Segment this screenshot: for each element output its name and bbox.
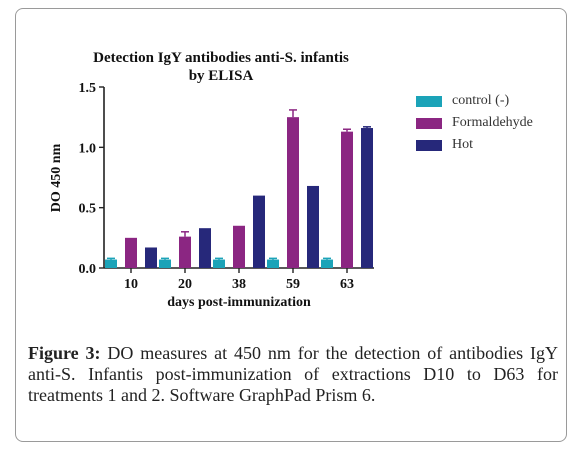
legend-item: Formaldehyde [416,112,533,134]
x-tick-label: 10 [124,277,138,292]
bar [253,195,265,268]
bar [105,259,117,268]
figure-caption: Figure 3: DO measures at 450 nm for the … [28,343,558,406]
x-tick-label: 20 [178,277,192,292]
bar [125,237,137,268]
bar [179,236,191,268]
legend-label: Formaldehyde [452,115,533,130]
bar [233,225,245,268]
legend: control (-) Formaldehyde Hot [416,90,533,156]
bar [159,259,171,268]
legend-label: Hot [452,137,473,152]
legend-label: control (-) [452,93,510,108]
bar [199,228,211,268]
axes: 0.0 0.5 1.0 1.5 10 20 38 59 63 [79,81,374,292]
y-tick-label: 1.5 [79,81,97,96]
bar [361,128,373,268]
bars-group [105,109,373,269]
legend-swatch [416,95,442,107]
bar [341,131,353,268]
x-tick-label: 63 [340,277,354,292]
caption-text: DO measures at 450 nm for the detection … [28,343,558,405]
y-axis-label: DO 450 nm [49,143,64,212]
bar [307,185,319,268]
bar [267,259,279,268]
y-tick-label: 0.5 [79,202,97,217]
y-tick-label: 1.0 [79,141,97,156]
x-tick-label: 38 [232,277,246,292]
chart-title: Detection IgY antibodies anti-S. infanti… [93,50,349,66]
bar [321,259,333,268]
caption-label: Figure 3: [28,343,101,363]
chart-subtitle: by ELISA [189,68,254,84]
legend-item: Hot [416,134,533,156]
bar [145,247,157,268]
legend-swatch [416,117,442,129]
x-axis-label: days post-immunization [167,295,311,310]
legend-swatch [416,139,442,151]
y-tick-label: 0.0 [79,262,97,277]
x-tick-label: 59 [286,277,300,292]
bar [287,117,299,269]
bar [213,259,225,268]
legend-item: control (-) [416,90,533,112]
